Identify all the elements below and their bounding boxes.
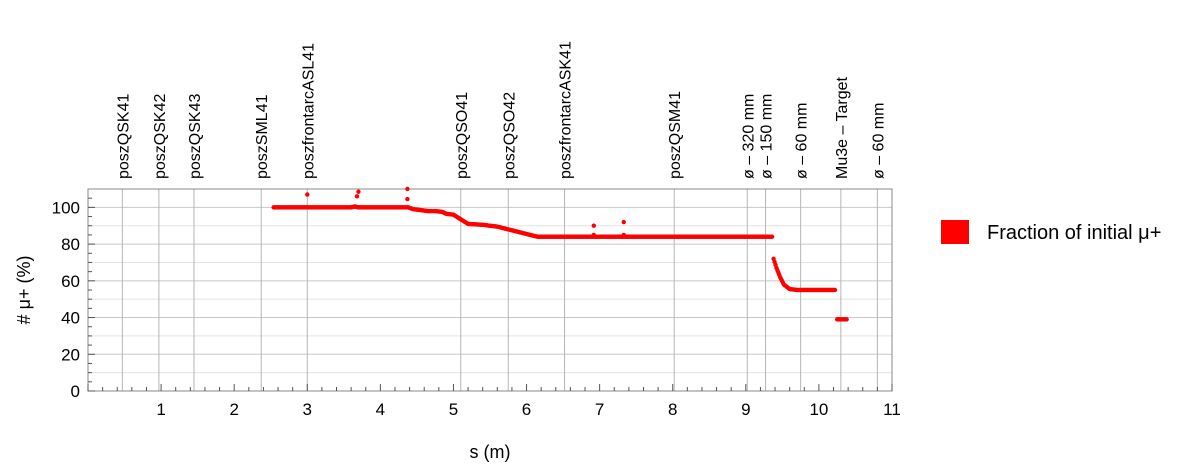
element-label: Mu3e – Target: [834, 76, 851, 179]
beamline-element-labels: poszQSK41 poszQSK42 poszQSK43 poszSML41 posz…: [115, 41, 887, 179]
element-label: poszQSK41: [115, 94, 132, 179]
x-tick-label: 6: [522, 400, 531, 419]
data-point: [832, 287, 838, 293]
element-label: ø – 60 mm: [794, 103, 811, 179]
data-points: [271, 186, 849, 322]
element-label: poszQSO41: [454, 92, 471, 179]
element-label: poszSML41: [254, 94, 271, 179]
outlier-point: [354, 194, 360, 199]
x-tick-label: 3: [303, 400, 312, 419]
outlier-point: [405, 196, 410, 202]
outlier-point: [621, 219, 626, 225]
plot-frame: [87, 188, 893, 392]
x-axis-title: s (m): [470, 442, 511, 462]
x-tick-label: 7: [595, 400, 604, 419]
x-axis-ticks: 1 2 3 4 5 6 7 8 9 10 11: [87, 384, 901, 419]
outlier-point: [405, 186, 410, 192]
x-tick-label: 10: [809, 400, 828, 419]
data-point: [769, 234, 775, 239]
element-label: ø – 320 mm: [740, 94, 757, 179]
y-tick-label: 40: [61, 309, 80, 328]
x-tick-label: 9: [741, 400, 750, 419]
element-label: poszQSM41: [667, 91, 684, 179]
legend-entry-label: Fraction of initial μ+: [987, 222, 1161, 244]
outlier-point: [305, 192, 310, 197]
x-tick-label: 4: [376, 400, 385, 419]
outlier-point: [591, 223, 596, 228]
element-label: poszQSK42: [152, 94, 169, 179]
grid-lines: [88, 189, 892, 391]
legend: Fraction of initial μ+: [941, 220, 1161, 244]
outlier-point: [621, 232, 626, 238]
element-label: poszfrontarcASK41: [558, 41, 575, 179]
legend-swatch: [941, 220, 969, 244]
outlier-point: [591, 232, 596, 238]
element-label: poszQSK43: [187, 94, 204, 179]
x-tick-label: 11: [883, 400, 901, 419]
x-tick-label: 2: [229, 400, 238, 419]
y-tick-label: 80: [61, 235, 80, 254]
y-tick-label: 60: [61, 272, 80, 291]
element-label: poszfrontarcASL41: [300, 43, 317, 179]
x-tick-label: 5: [449, 400, 458, 419]
y-axis-ticks: 0 20 40 60 80 100: [52, 197, 95, 401]
x-tick-label: 1: [156, 400, 165, 419]
outlier-point: [356, 189, 361, 194]
element-label: ø – 60 mm: [870, 103, 887, 179]
y-tick-label: 20: [61, 345, 80, 364]
y-tick-label: 100: [52, 198, 80, 217]
element-label: poszQSO42: [501, 92, 518, 179]
y-tick-label: 0: [71, 382, 80, 401]
element-label: ø – 150 mm: [759, 94, 776, 179]
data-point: [844, 317, 849, 322]
x-tick-label: 8: [668, 400, 677, 419]
y-axis-title: # μ+ (%): [14, 256, 34, 325]
